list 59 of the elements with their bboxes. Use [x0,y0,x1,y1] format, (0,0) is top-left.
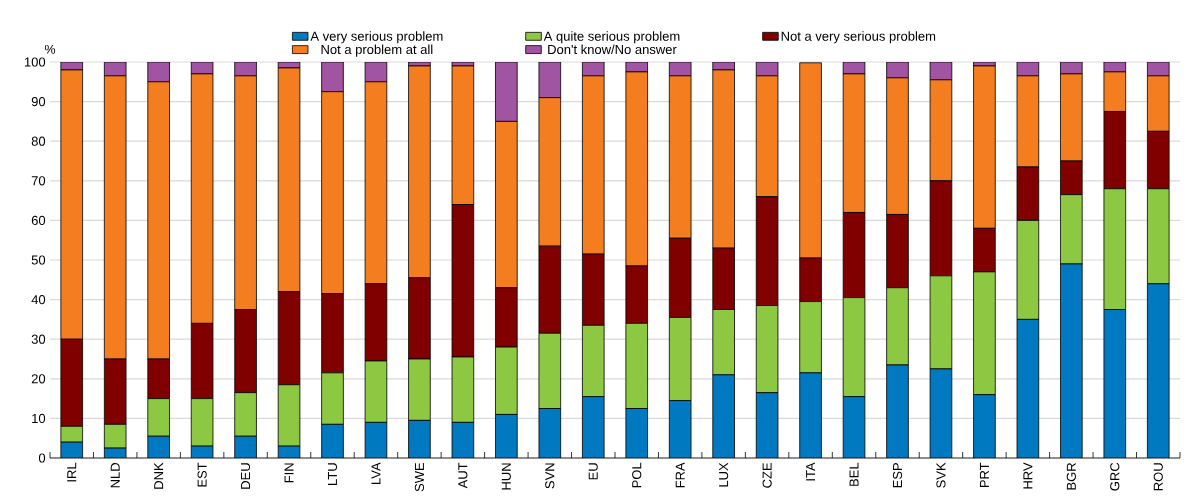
x-tick-label: ITA [806,462,816,481]
bar [495,414,518,458]
x-tick-label: FRA [675,462,685,488]
x-tick-label: LUX [719,462,729,487]
bar [712,374,735,458]
x-tick-label: HUN [501,463,511,490]
y-tick-label: 0 [38,453,46,463]
y-tick-label: 70 [31,176,46,186]
x-tick-label: CZE [762,462,772,488]
bar [799,372,822,458]
x-tick-label: LVA [371,462,381,484]
bar [756,392,778,458]
x-tick-label: HRV [1023,462,1033,489]
legend-label: A very serious problem [310,31,443,44]
y-tick-label: 10 [32,413,46,423]
x-tick-label: ESP [892,463,903,488]
bar [669,400,692,458]
legend-label: Not a very serious problem [781,31,936,44]
bar [930,368,952,458]
bar [1103,309,1126,458]
y-axis-title: % [44,44,56,54]
x-tick-label: IRL [67,462,77,482]
x-tick-label: DEU [241,463,251,489]
legend-label: Not a problem at all [321,44,433,57]
x-tick-label: EST [197,462,207,487]
x-tick-label: SVK [936,462,946,488]
x-tick-label: FIN [284,463,294,483]
x-tick-label: GRC [1110,462,1120,491]
bar [886,364,909,458]
y-tick-label: 20 [31,374,46,384]
y-tick-label: 100 [24,57,46,67]
x-tick-label: LTU [327,463,338,485]
y-tick-label: 40 [31,295,46,305]
bar [582,396,605,458]
bar [1017,319,1039,458]
x-tick-label: BEL [849,462,859,486]
bar [408,420,431,458]
bar [843,396,865,458]
y-tick-label: 80 [31,136,46,146]
y-tick-label: 60 [31,215,46,225]
x-tick-label: SWE [414,462,425,492]
x-tick-label: SVN [545,463,555,489]
x-tick-label: BGR [1066,462,1076,490]
x-tick-label: ROU [1153,463,1163,491]
x-tick-label: NLD [110,462,120,488]
legend-label: Don't know/No answer [548,44,677,55]
legend-label: A quite serious problem [543,31,680,44]
y-tick-label: 30 [31,334,46,344]
bar [1146,283,1170,458]
bar [1060,263,1083,458]
x-tick-label: DNK [154,462,164,489]
x-tick-label: POL [632,462,642,488]
y-tick-label: 90 [31,96,46,107]
x-tick-label: PRT [979,462,989,488]
x-tick-label: EU [588,463,598,480]
x-tick-label: AUT [458,462,468,489]
y-tick-label: 50 [31,255,46,265]
bar [973,394,996,458]
bar [321,424,344,458]
